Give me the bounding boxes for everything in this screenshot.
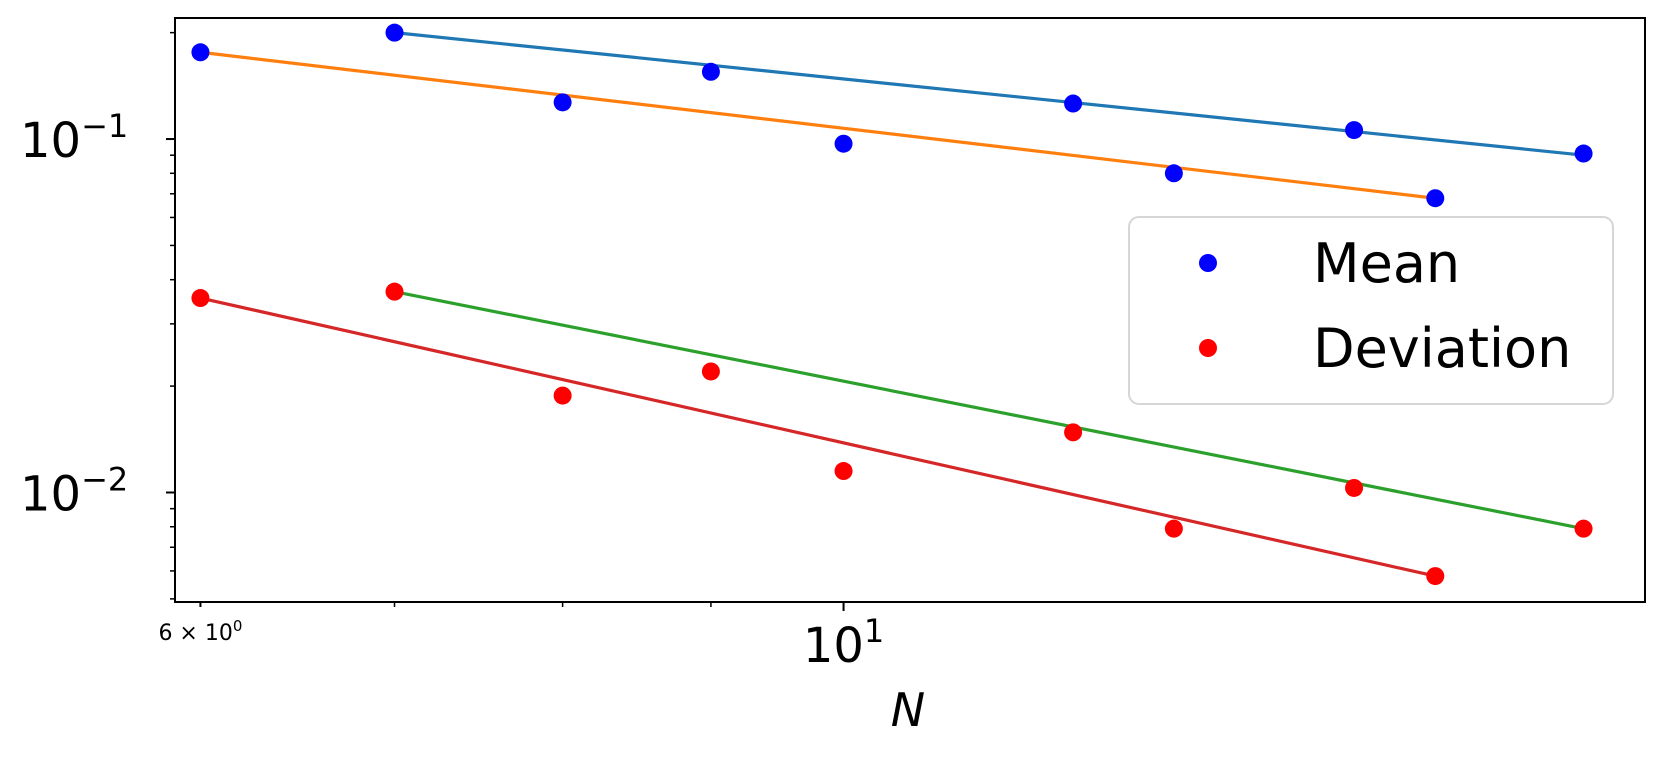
data-point-deviation-4-4: [1164, 519, 1183, 538]
data-point-mean-2-2: [553, 93, 572, 112]
data-point-deviation-3-3: [1064, 423, 1083, 442]
data-point-deviation-3-4: [1345, 478, 1364, 497]
x-tick-label-2: 101: [803, 612, 884, 674]
x-axis-label: N: [891, 683, 925, 737]
data-point-mean-2-4: [1164, 164, 1183, 183]
x-tick-label-1: 6 × 100: [158, 617, 242, 646]
legend-marker-deviation: [1199, 339, 1217, 357]
data-point-deviation-3-2: [701, 362, 720, 381]
data-point-deviation-3-1: [385, 282, 404, 301]
data-point-mean-1-1: [385, 23, 404, 42]
data-point-mean-1-4: [1345, 121, 1364, 140]
data-point-mean-2-3: [834, 134, 853, 153]
fit-line-2: [200, 50, 1436, 200]
legend-label-deviation: Deviation: [1313, 317, 1571, 380]
fit-line-4: [200, 296, 1436, 578]
data-point-mean-1-2: [701, 62, 720, 81]
data-point-mean-1-5: [1574, 144, 1593, 163]
legend-label-mean: Mean: [1313, 232, 1460, 295]
y-tick-label-1: 10−1: [20, 107, 128, 169]
legend-frame: [1128, 216, 1614, 405]
data-point-mean-2-1: [191, 43, 210, 62]
data-point-deviation-4-2: [553, 386, 572, 405]
data-point-mean-1-3: [1064, 94, 1083, 113]
data-point-deviation-4-5: [1426, 567, 1445, 586]
fit-lines: [200, 31, 1584, 578]
fit-line-3: [394, 290, 1584, 531]
legend-marker-mean: [1199, 254, 1217, 272]
fit-line-1: [394, 31, 1584, 157]
y-tick-label-2: 10−2: [20, 460, 128, 522]
y-axis-ticks: 10−1 10−2: [20, 31, 175, 600]
legend: Mean Deviation: [1128, 216, 1614, 405]
data-point-deviation-3-5: [1574, 519, 1593, 538]
data-point-deviation-4-3: [834, 462, 853, 481]
data-point-mean-2-5: [1426, 189, 1445, 208]
data-points: [191, 23, 1593, 586]
data-point-deviation-4-1: [191, 289, 210, 308]
x-axis-ticks: 6 × 100 101: [158, 602, 884, 674]
